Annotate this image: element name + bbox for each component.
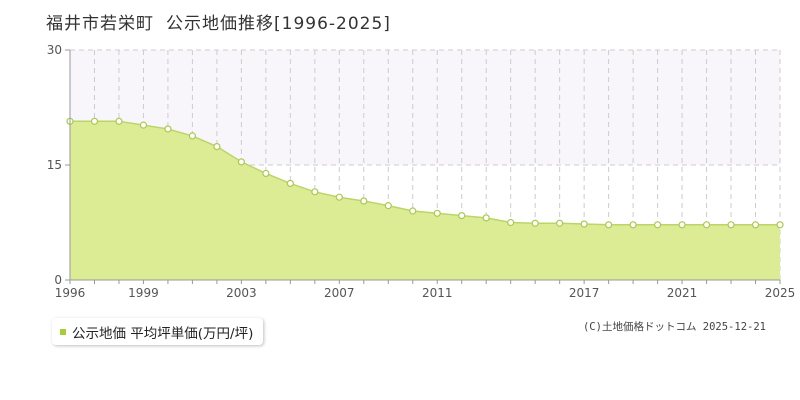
series-line <box>70 120 780 226</box>
x-tick-label: 2025 <box>765 286 796 300</box>
title-place: 福井市若栄町 <box>46 14 154 34</box>
y-tick-label: 15 <box>47 158 62 172</box>
chart-title: 福井市若栄町 公示地価推移[1996-2025] <box>46 9 391 34</box>
data-point <box>384 202 392 210</box>
y-tick-label: 0 <box>54 273 62 287</box>
series-markers <box>66 117 784 229</box>
data-point <box>139 121 148 129</box>
legend-label: 公示地価 平均坪単価(万円/坪) <box>72 325 254 342</box>
data-point <box>531 219 539 227</box>
x-tick-label: 1999 <box>128 286 159 300</box>
y-tick-labels: 0 15 30 <box>47 43 62 287</box>
data-point <box>90 117 99 125</box>
x-tick-label: 2021 <box>667 286 698 300</box>
x-tick-label: 1996 <box>55 286 86 300</box>
data-point <box>580 220 588 228</box>
series-area <box>70 121 780 280</box>
title-main: 公示地価推移[1996-2025] <box>166 14 391 34</box>
x-tick-label: 2017 <box>569 286 600 300</box>
data-point <box>653 221 662 229</box>
x-tick-label: 2011 <box>422 286 453 300</box>
x-tick-label: 2007 <box>324 286 355 300</box>
data-point <box>507 218 515 227</box>
data-point <box>164 125 172 133</box>
y-tick-label: 30 <box>47 43 62 57</box>
data-point <box>188 132 197 140</box>
data-point <box>458 212 466 220</box>
data-point <box>311 188 319 196</box>
data-point <box>360 197 368 205</box>
x-tick-label: 2003 <box>226 286 257 300</box>
data-point <box>237 158 245 166</box>
data-point <box>286 179 294 187</box>
data-point <box>629 221 637 229</box>
data-point <box>751 221 760 229</box>
data-point <box>335 193 343 201</box>
legend-marker <box>60 328 66 335</box>
data-point <box>727 221 735 229</box>
data-point <box>433 209 441 217</box>
data-point <box>556 219 564 227</box>
data-point <box>213 143 221 151</box>
data-point <box>115 117 123 125</box>
data-point <box>482 214 490 222</box>
axes <box>65 49 781 284</box>
x-tick-labels: 1996 1999 2003 2007 2011 2017 2021 2025 <box>55 286 796 300</box>
data-point <box>605 221 613 229</box>
legend: 公示地価 平均坪単価(万円/坪) <box>52 318 264 345</box>
data-point <box>702 221 711 229</box>
data-point <box>409 207 417 215</box>
copyright: (C)土地価格ドットコム 2025-12-21 <box>582 321 766 333</box>
data-point <box>262 169 270 178</box>
data-point <box>776 221 784 229</box>
chart: 0 15 30 1996 1999 2003 2007 2011 2017 2021 2025 <box>47 43 796 300</box>
data-point <box>678 221 686 229</box>
